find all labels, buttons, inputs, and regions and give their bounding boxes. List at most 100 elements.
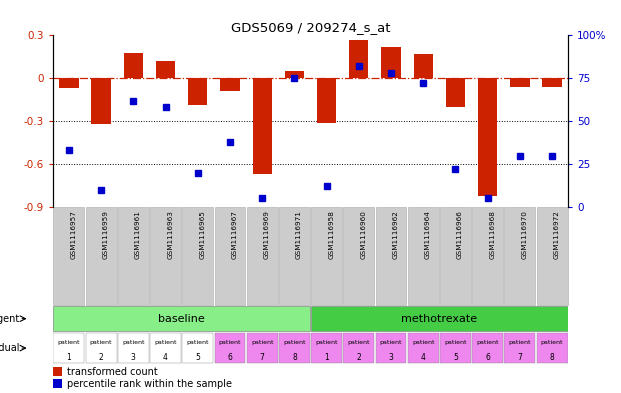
Text: 2: 2: [99, 353, 104, 362]
Bar: [118, 207, 149, 305]
Bar: [408, 207, 438, 305]
Bar: [311, 207, 342, 305]
Text: transformed count: transformed count: [66, 367, 158, 376]
Text: patient: patient: [476, 340, 499, 345]
Text: GSM1116958: GSM1116958: [329, 210, 334, 259]
Bar: [478, 78, 497, 196]
Text: 7: 7: [517, 353, 522, 362]
Bar: [91, 78, 111, 124]
Bar: [343, 333, 374, 364]
Bar: [214, 207, 245, 305]
Text: patient: patient: [541, 340, 563, 345]
Text: patient: patient: [90, 340, 112, 345]
Bar: [279, 207, 310, 305]
Bar: [59, 78, 78, 88]
Bar: [53, 367, 62, 376]
Text: 5: 5: [453, 353, 458, 362]
Text: patient: patient: [283, 340, 306, 345]
Text: patient: patient: [509, 340, 531, 345]
Text: 1: 1: [66, 353, 71, 362]
Text: 1: 1: [324, 353, 329, 362]
Bar: [311, 306, 568, 331]
Text: GSM1116971: GSM1116971: [296, 210, 302, 259]
Bar: [381, 47, 401, 78]
Bar: [53, 306, 310, 331]
Text: GSM1116957: GSM1116957: [71, 210, 76, 259]
Text: 8: 8: [292, 353, 297, 362]
Text: 2: 2: [356, 353, 361, 362]
Bar: [188, 78, 207, 105]
Bar: [504, 207, 535, 305]
Bar: [183, 333, 213, 364]
Bar: [124, 53, 143, 78]
Bar: [118, 333, 149, 364]
Bar: [183, 207, 213, 305]
Text: GSM1116970: GSM1116970: [522, 210, 527, 259]
Text: GSM1116960: GSM1116960: [360, 210, 366, 259]
Text: patient: patient: [380, 340, 402, 345]
Bar: [408, 333, 438, 364]
Bar: [279, 333, 310, 364]
Text: patient: patient: [444, 340, 467, 345]
Bar: [53, 207, 84, 305]
Text: GSM1116963: GSM1116963: [167, 210, 173, 259]
Text: methotrexate: methotrexate: [401, 314, 478, 324]
Bar: [86, 333, 117, 364]
Text: GSM1116972: GSM1116972: [554, 210, 560, 259]
Text: 7: 7: [260, 353, 265, 362]
Bar: [150, 207, 181, 305]
Text: patient: patient: [122, 340, 145, 345]
Bar: [214, 333, 245, 364]
Bar: [247, 207, 278, 305]
Title: GDS5069 / 209274_s_at: GDS5069 / 209274_s_at: [231, 21, 390, 34]
Text: GSM1116964: GSM1116964: [425, 210, 431, 259]
Text: patient: patient: [412, 340, 435, 345]
Text: patient: patient: [348, 340, 370, 345]
Bar: [414, 54, 433, 78]
Text: patient: patient: [219, 340, 241, 345]
Text: individual: individual: [0, 343, 19, 353]
Bar: [220, 78, 240, 91]
Bar: [537, 333, 568, 364]
Text: baseline: baseline: [158, 314, 205, 324]
Bar: [53, 379, 62, 388]
Text: GSM1116962: GSM1116962: [392, 210, 399, 259]
Text: 8: 8: [550, 353, 555, 362]
Text: GSM1116961: GSM1116961: [135, 210, 141, 259]
Bar: [311, 333, 342, 364]
Text: 3: 3: [389, 353, 394, 362]
Text: GSM1116968: GSM1116968: [489, 210, 496, 259]
Text: 6: 6: [227, 353, 232, 362]
Text: 4: 4: [163, 353, 168, 362]
Text: patient: patient: [251, 340, 273, 345]
Text: patient: patient: [186, 340, 209, 345]
Text: agent: agent: [0, 314, 19, 324]
Bar: [446, 78, 465, 107]
Bar: [317, 78, 337, 123]
Text: patient: patient: [58, 340, 80, 345]
Bar: [543, 78, 562, 87]
Text: percentile rank within the sample: percentile rank within the sample: [66, 379, 232, 389]
Text: GSM1116959: GSM1116959: [102, 210, 109, 259]
Bar: [253, 78, 272, 174]
Bar: [510, 78, 530, 87]
Text: GSM1116969: GSM1116969: [264, 210, 270, 259]
Text: 4: 4: [421, 353, 425, 362]
Bar: [440, 207, 471, 305]
Bar: [440, 333, 471, 364]
Text: patient: patient: [315, 340, 338, 345]
Bar: [349, 40, 368, 78]
Bar: [376, 333, 407, 364]
Text: GSM1116967: GSM1116967: [232, 210, 238, 259]
Text: 3: 3: [131, 353, 136, 362]
Bar: [150, 333, 181, 364]
Bar: [53, 333, 84, 364]
Bar: [472, 333, 503, 364]
Bar: [504, 333, 535, 364]
Text: GSM1116966: GSM1116966: [457, 210, 463, 259]
Bar: [343, 207, 374, 305]
Bar: [472, 207, 503, 305]
Text: 6: 6: [485, 353, 490, 362]
Bar: [376, 207, 407, 305]
Text: GSM1116965: GSM1116965: [199, 210, 206, 259]
